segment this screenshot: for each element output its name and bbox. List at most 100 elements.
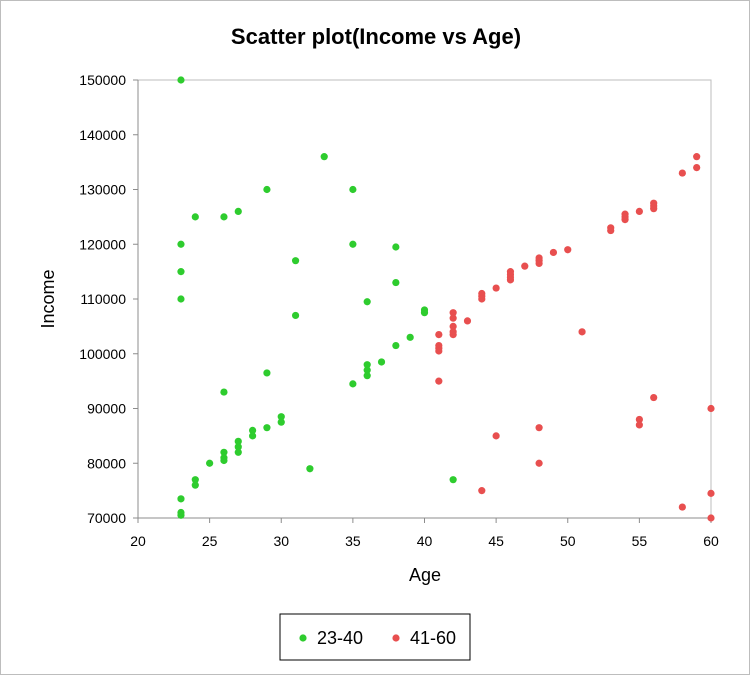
data-point bbox=[206, 459, 214, 467]
data-point bbox=[191, 213, 199, 221]
data-point bbox=[363, 366, 371, 374]
y-tick-label: 100000 bbox=[79, 346, 126, 362]
data-point bbox=[449, 322, 457, 330]
x-tick-label: 40 bbox=[417, 533, 433, 549]
series-41-60 bbox=[435, 153, 715, 522]
data-point bbox=[177, 511, 185, 519]
data-point bbox=[177, 295, 185, 303]
y-axis: 70000 80000 90000 100000 110000 120000 130000 1… bbox=[79, 72, 139, 526]
legend: 23-40 41-60 bbox=[279, 613, 471, 661]
data-point bbox=[635, 421, 643, 429]
data-point bbox=[707, 489, 715, 497]
x-axis-label: Age bbox=[409, 565, 441, 585]
y-tick-label: 80000 bbox=[87, 455, 126, 471]
data-point bbox=[263, 185, 271, 194]
y-tick-label: 130000 bbox=[79, 182, 126, 198]
data-point bbox=[363, 298, 371, 306]
data-point bbox=[535, 424, 543, 432]
data-point bbox=[220, 456, 228, 465]
data-point bbox=[363, 372, 371, 380]
data-point bbox=[291, 311, 300, 320]
y-axis-label: Income bbox=[38, 269, 58, 328]
data-point bbox=[449, 314, 457, 322]
data-point bbox=[678, 169, 686, 177]
x-tick-label: 60 bbox=[703, 533, 719, 549]
plot-area bbox=[137, 79, 712, 519]
data-point bbox=[635, 415, 643, 424]
data-point bbox=[234, 443, 242, 451]
data-point bbox=[607, 226, 615, 235]
data-point bbox=[220, 388, 228, 396]
data-point bbox=[177, 240, 185, 248]
data-points bbox=[177, 76, 715, 522]
y-tick-label: 90000 bbox=[87, 401, 126, 417]
data-point bbox=[234, 448, 242, 456]
data-point bbox=[463, 317, 472, 325]
data-point bbox=[478, 295, 486, 303]
data-point bbox=[291, 257, 300, 265]
data-point bbox=[306, 465, 314, 473]
data-point bbox=[220, 213, 228, 221]
legend-marker bbox=[299, 634, 307, 642]
data-point bbox=[349, 240, 357, 248]
data-point bbox=[492, 432, 500, 440]
data-point bbox=[363, 361, 371, 369]
data-point bbox=[392, 243, 400, 251]
data-point bbox=[420, 309, 429, 317]
data-point bbox=[406, 333, 414, 341]
data-point bbox=[478, 487, 486, 495]
data-point bbox=[449, 476, 457, 484]
y-tick-label: 150000 bbox=[79, 72, 126, 88]
x-tick-label: 30 bbox=[273, 533, 289, 549]
chart-title: Scatter plot(Income vs Age) bbox=[231, 24, 521, 49]
data-point bbox=[263, 424, 271, 432]
data-point bbox=[635, 207, 643, 215]
data-point bbox=[263, 369, 271, 377]
x-tick-label: 55 bbox=[632, 533, 648, 549]
data-point bbox=[249, 432, 257, 440]
data-point bbox=[177, 268, 185, 276]
y-tick-label: 110000 bbox=[80, 291, 126, 307]
data-point bbox=[693, 153, 701, 161]
data-point bbox=[449, 330, 457, 339]
data-point bbox=[191, 476, 199, 484]
data-point bbox=[177, 495, 185, 503]
data-point bbox=[650, 393, 658, 402]
data-point bbox=[435, 330, 443, 339]
x-tick-label: 25 bbox=[202, 533, 218, 549]
data-point bbox=[650, 205, 658, 213]
data-point bbox=[521, 262, 529, 270]
data-point bbox=[191, 481, 199, 489]
data-point bbox=[707, 514, 715, 522]
data-point bbox=[435, 377, 443, 385]
legend-label: 23-40 bbox=[317, 628, 363, 648]
data-point bbox=[707, 404, 715, 413]
data-point bbox=[392, 278, 400, 287]
data-point bbox=[349, 185, 357, 194]
data-point bbox=[320, 153, 328, 161]
x-tick-label: 35 bbox=[345, 533, 361, 549]
data-point bbox=[492, 284, 500, 292]
data-point bbox=[392, 341, 400, 350]
data-point bbox=[693, 164, 701, 172]
data-point bbox=[234, 207, 242, 215]
y-tick-label: 120000 bbox=[79, 236, 126, 252]
data-point bbox=[578, 328, 586, 336]
x-axis: 20 25 30 35 40 45 50 55 60 bbox=[130, 517, 719, 549]
data-point bbox=[621, 216, 629, 224]
legend-marker bbox=[392, 634, 400, 642]
x-tick-label: 45 bbox=[488, 533, 504, 549]
data-point bbox=[535, 259, 543, 268]
data-point bbox=[678, 503, 686, 511]
data-point bbox=[349, 380, 357, 388]
data-point bbox=[177, 76, 185, 84]
data-point bbox=[549, 248, 558, 257]
data-point bbox=[377, 358, 386, 366]
y-tick-label: 140000 bbox=[79, 127, 126, 143]
y-tick-label: 70000 bbox=[87, 510, 126, 526]
x-tick-label: 50 bbox=[560, 533, 576, 549]
data-point bbox=[564, 246, 572, 254]
legend-label: 41-60 bbox=[410, 628, 456, 648]
